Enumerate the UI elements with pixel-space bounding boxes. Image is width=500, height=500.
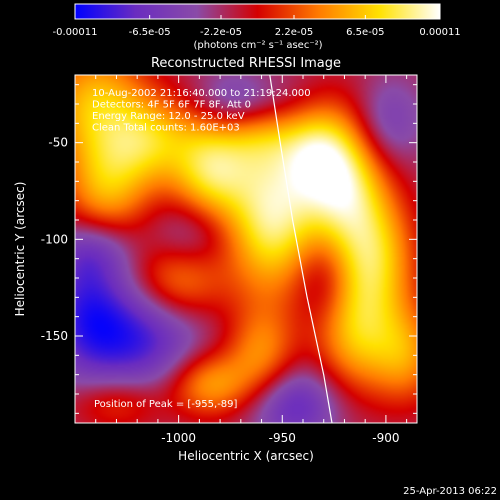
colorbar-gradient bbox=[74, 3, 441, 20]
colorbar-tick-label: -6.5e-05 bbox=[129, 27, 171, 38]
plot-frame bbox=[74, 74, 418, 424]
y-tick-label: -150 bbox=[41, 329, 68, 343]
y-axis: -50 -100 -150 bbox=[41, 84, 417, 414]
y-tick-label: -100 bbox=[41, 232, 68, 246]
x-axis-label: Heliocentric X (arcsec) bbox=[178, 449, 314, 463]
colorbar-tick-label: 0.00011 bbox=[419, 27, 460, 38]
colorbar-ticks: -0.00011 -6.5e-05 -2.2e-05 2.2e-05 6.5e-05 0.… bbox=[53, 15, 461, 38]
info-block: 10-Aug-2002 21:16:40.000 to 21:19:24.000… bbox=[92, 88, 311, 134]
colorbar-tick-label: 2.2e-05 bbox=[275, 27, 313, 38]
colorbar-unit-label: (photons cm⁻² s⁻¹ asec⁻²) bbox=[193, 40, 322, 51]
y-axis-label: Heliocentric Y (arcsec) bbox=[13, 182, 27, 317]
solar-limb-curve bbox=[269, 75, 333, 423]
info-line: Energy Range: 12.0 - 25.0 keV bbox=[92, 111, 245, 122]
peak-position-label: Position of Peak = [-955,-89] bbox=[94, 399, 238, 410]
colorbar-tick-label: -2.2e-05 bbox=[200, 27, 242, 38]
y-tick-label: -50 bbox=[48, 136, 68, 150]
chart-title: Reconstructed RHESSI Image bbox=[151, 56, 341, 71]
colorbar: -0.00011 -6.5e-05 -2.2e-05 2.2e-05 6.5e-05 0.… bbox=[53, 3, 461, 51]
info-line: 10-Aug-2002 21:16:40.000 to 21:19:24.000 bbox=[92, 88, 311, 99]
plot-area bbox=[75, 75, 417, 423]
colorbar-tick-label: 6.5e-05 bbox=[346, 27, 384, 38]
x-tick-label: -950 bbox=[269, 431, 296, 445]
info-line: Clean Total counts: 1.60E+03 bbox=[92, 123, 240, 134]
info-line: Detectors: 4F 5F 6F 7F 8F, Att 0 bbox=[92, 100, 251, 111]
heatmap-image bbox=[75, 75, 417, 423]
footer-timestamp: 25-Apr-2013 06:22 bbox=[403, 486, 497, 497]
x-tick-label: -1000 bbox=[161, 431, 196, 445]
x-tick-label: -900 bbox=[372, 431, 399, 445]
colorbar-tick-label: -0.00011 bbox=[53, 27, 98, 38]
x-axis: -1000 -950 -900 bbox=[74, 75, 408, 445]
